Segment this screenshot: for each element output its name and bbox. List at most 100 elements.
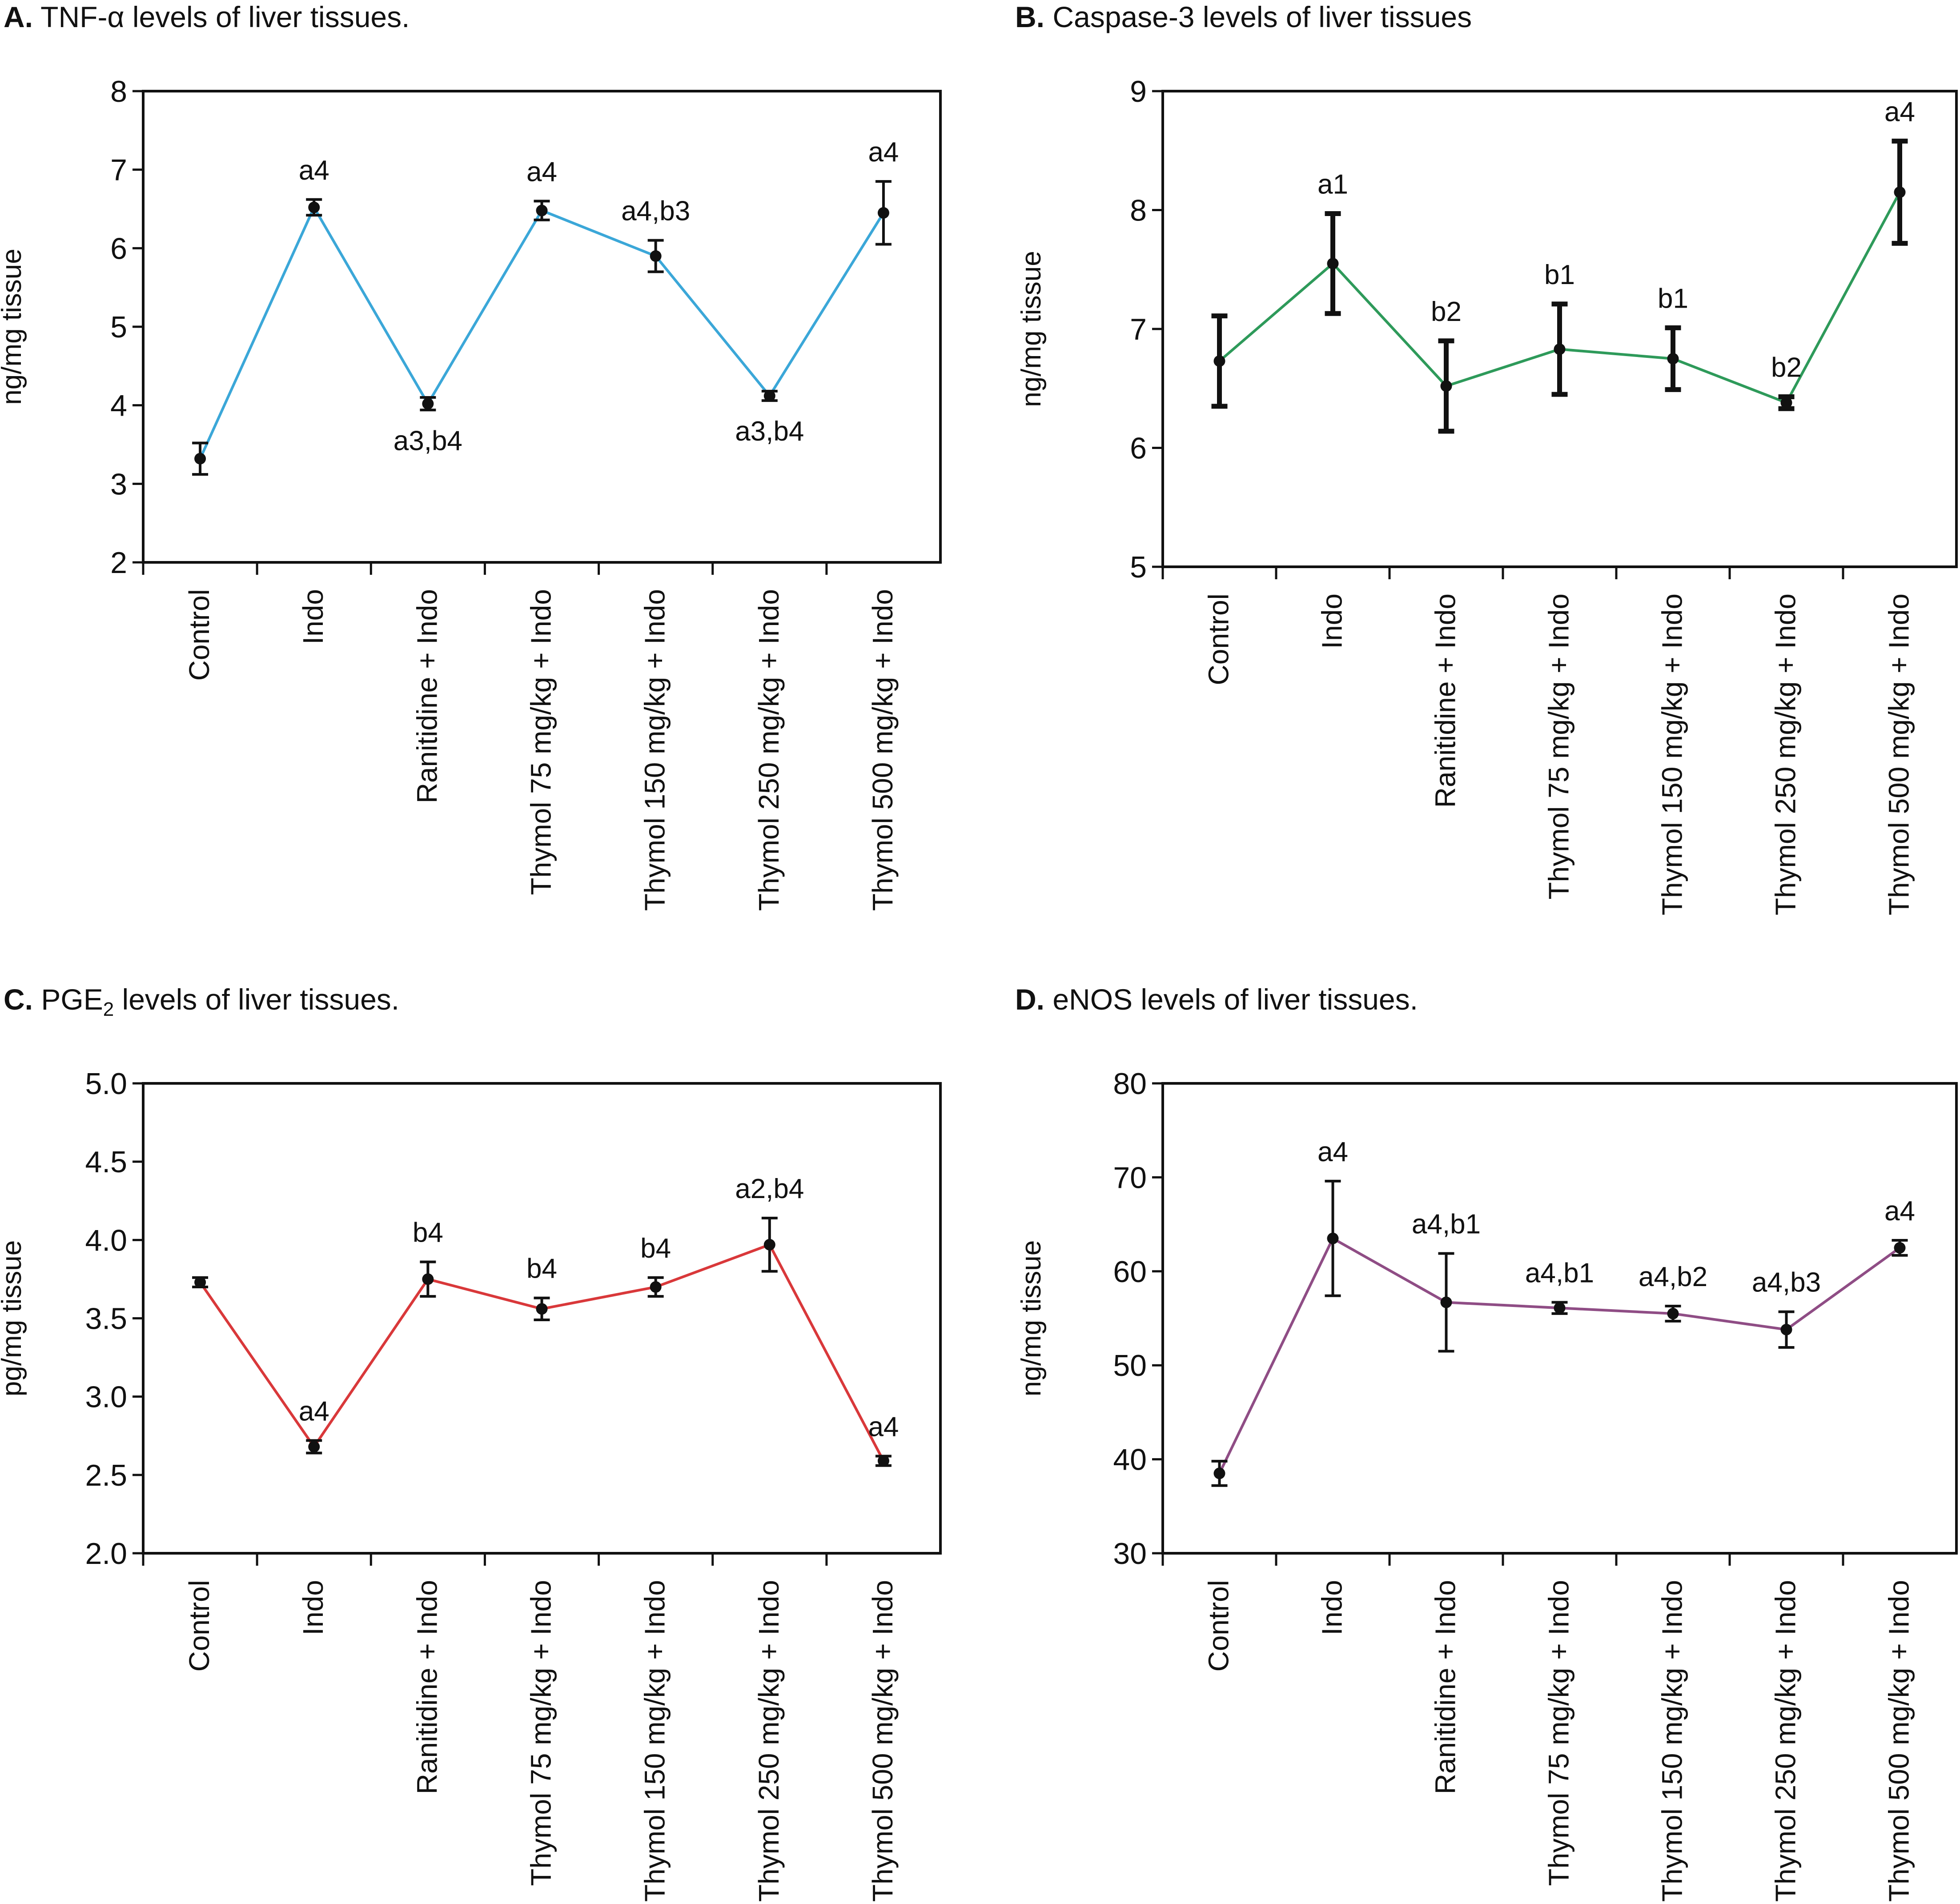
y-axis-label-d: ng/mg tissue [1016,1240,1047,1397]
y-tick-label-c: 5.0 [85,1067,127,1101]
panel-title-rest-c: levels of liver tissues. [114,983,400,1016]
significance-label-d: a4,b1 [1412,1209,1481,1240]
x-tick-label-b: Indo [1316,593,1348,649]
y-tick-label-a: 4 [110,389,127,423]
panel-letter-c: C. [4,983,33,1016]
y-tick-label-b: 5 [1130,550,1147,584]
y-tick-label-d: 50 [1113,1349,1147,1383]
chart-c: 2.0 2.5 3.0 3.5 4.0 4.5 5.0 pg/mg tissue Control… [0,1067,942,1902]
x-tick-label-c: Thymol 250 mg/kg + Indo [753,1580,785,1902]
x-tick-label-b: Thymol 500 mg/kg + Indo [1883,593,1915,915]
x-tick-label-c: Thymol 500 mg/kg + Indo [867,1580,899,1902]
data-point-b [1440,380,1452,392]
x-tick-label-a: Indo [297,589,329,645]
data-point-d [1213,1467,1225,1479]
significance-label-a: a3,b4 [394,425,462,456]
y-tick-label-a: 6 [110,232,127,265]
y-axis-label-a: ng/mg tissue [0,249,27,405]
x-tick-label-c: Thymol 150 mg/kg + Indo [639,1580,671,1902]
data-point-b [1894,186,1906,198]
x-tick-label-b: Thymol 250 mg/kg + Indo [1770,593,1802,915]
significance-label-a: a4 [526,156,557,187]
data-point-a [877,207,889,219]
y-tick-label-c: 3.0 [85,1380,127,1414]
significance-label-d: a4,b3 [1752,1267,1821,1298]
data-point-a [536,204,548,216]
data-point-b [1667,353,1679,365]
panel-letter-a: A. [4,0,33,33]
significance-label-c: a4 [868,1412,899,1443]
chart-d: 30 40 50 60 70 80 ng/mg tissue Control Indo Ranit… [1016,1067,1958,1902]
x-tick-label-b: Thymol 75 mg/kg + Indo [1543,593,1575,899]
panel-title-text-c: PGE [41,983,103,1016]
x-tick-label-d: Indo [1316,1580,1348,1635]
data-point-c [763,1239,775,1251]
y-tick-label-d: 30 [1113,1537,1147,1571]
significance-label-b: a1 [1317,169,1348,200]
x-tick-label-a: Thymol 75 mg/kg + Indo [525,589,557,895]
significance-label-c: a4 [299,1396,329,1427]
y-tick-label-b: 7 [1130,313,1147,346]
data-point-d [1667,1307,1679,1319]
y-tick-label-d: 60 [1113,1255,1147,1289]
y-tick-label-a: 8 [110,75,127,108]
y-tick-label-d: 70 [1113,1161,1147,1195]
chart-b: 5 6 7 8 9 ng/mg tissue Control Indo Ranitidine +… [1016,75,1958,915]
y-tick-label-d: 80 [1113,1067,1147,1101]
panel-title-b: B. Caspase-3 levels of liver tissues [1015,0,1472,34]
y-tick-label-b: 9 [1130,75,1147,108]
x-tick-label-d: Thymol 75 mg/kg + Indo [1543,1580,1575,1886]
panel-title-text-b: Caspase-3 levels of liver tissues [1052,0,1472,33]
panel-title-a: A. TNF-α levels of liver tissues. [4,0,410,34]
y-tick-label-c: 2.0 [85,1537,127,1571]
x-tick-label-d: Ranitidine + Indo [1430,1580,1462,1794]
x-tick-label-c: Thymol 75 mg/kg + Indo [525,1580,557,1886]
y-tick-label-c: 3.5 [85,1302,127,1336]
data-point-b [1213,355,1225,367]
significance-label-c: b4 [526,1254,557,1284]
significance-label-b: a4 [1884,96,1915,127]
x-tick-label-d: Thymol 250 mg/kg + Indo [1770,1580,1802,1902]
panel-title-text-a: TNF-α levels of liver tissues. [40,0,410,33]
significance-label-c: a2,b4 [735,1174,804,1204]
data-point-c [650,1281,662,1293]
y-tick-label-a: 5 [110,310,127,344]
x-tick-label-d: Control [1203,1580,1235,1672]
panel-letter-b: B. [1015,0,1044,33]
significance-label-b: b2 [1771,352,1802,383]
x-tick-label-a: Thymol 150 mg/kg + Indo [639,589,671,911]
x-tick-label-b: Thymol 150 mg/kg + Indo [1656,593,1688,915]
data-point-c [877,1455,889,1467]
significance-label-d: a4 [1884,1196,1915,1227]
x-tick-label-d: Thymol 150 mg/kg + Indo [1656,1580,1688,1902]
significance-label-d: a4 [1317,1137,1348,1167]
y-tick-label-d: 40 [1113,1443,1147,1477]
data-point-b [1327,257,1339,269]
data-point-c [536,1303,548,1315]
y-tick-label-c: 4.0 [85,1223,127,1257]
significance-label-d: a4,b2 [1639,1262,1707,1292]
x-tick-label-b: Ranitidine + Indo [1430,593,1462,808]
data-point-d [1327,1232,1339,1244]
x-tick-label-a: Thymol 500 mg/kg + Indo [867,589,899,911]
x-tick-label-c: Indo [297,1580,329,1635]
x-tick-label-a: Thymol 250 mg/kg + Indo [753,589,785,911]
data-point-d [1894,1242,1906,1254]
x-tick-label-b: Control [1203,593,1235,685]
data-point-d [1554,1302,1566,1314]
data-point-a [422,398,434,410]
y-tick-label-c: 2.5 [85,1459,127,1492]
y-axis-label-c: pg/mg tissue [0,1240,27,1397]
significance-label-b: b1 [1658,283,1688,314]
chart-a: 2 3 4 5 6 7 8 ng/mg tissue Control Indo Ranitidine… [0,75,942,911]
y-axis-label-b: ng/mg tissue [1016,251,1047,407]
data-point-a [763,390,775,402]
y-tick-label-c: 4.5 [85,1145,127,1179]
data-point-c [308,1441,320,1453]
x-tick-label-a: Ranitidine + Indo [411,589,443,803]
significance-label-b: b1 [1544,260,1575,290]
x-tick-label-c: Ranitidine + Indo [411,1580,443,1794]
significance-label-a: a4 [868,137,899,168]
